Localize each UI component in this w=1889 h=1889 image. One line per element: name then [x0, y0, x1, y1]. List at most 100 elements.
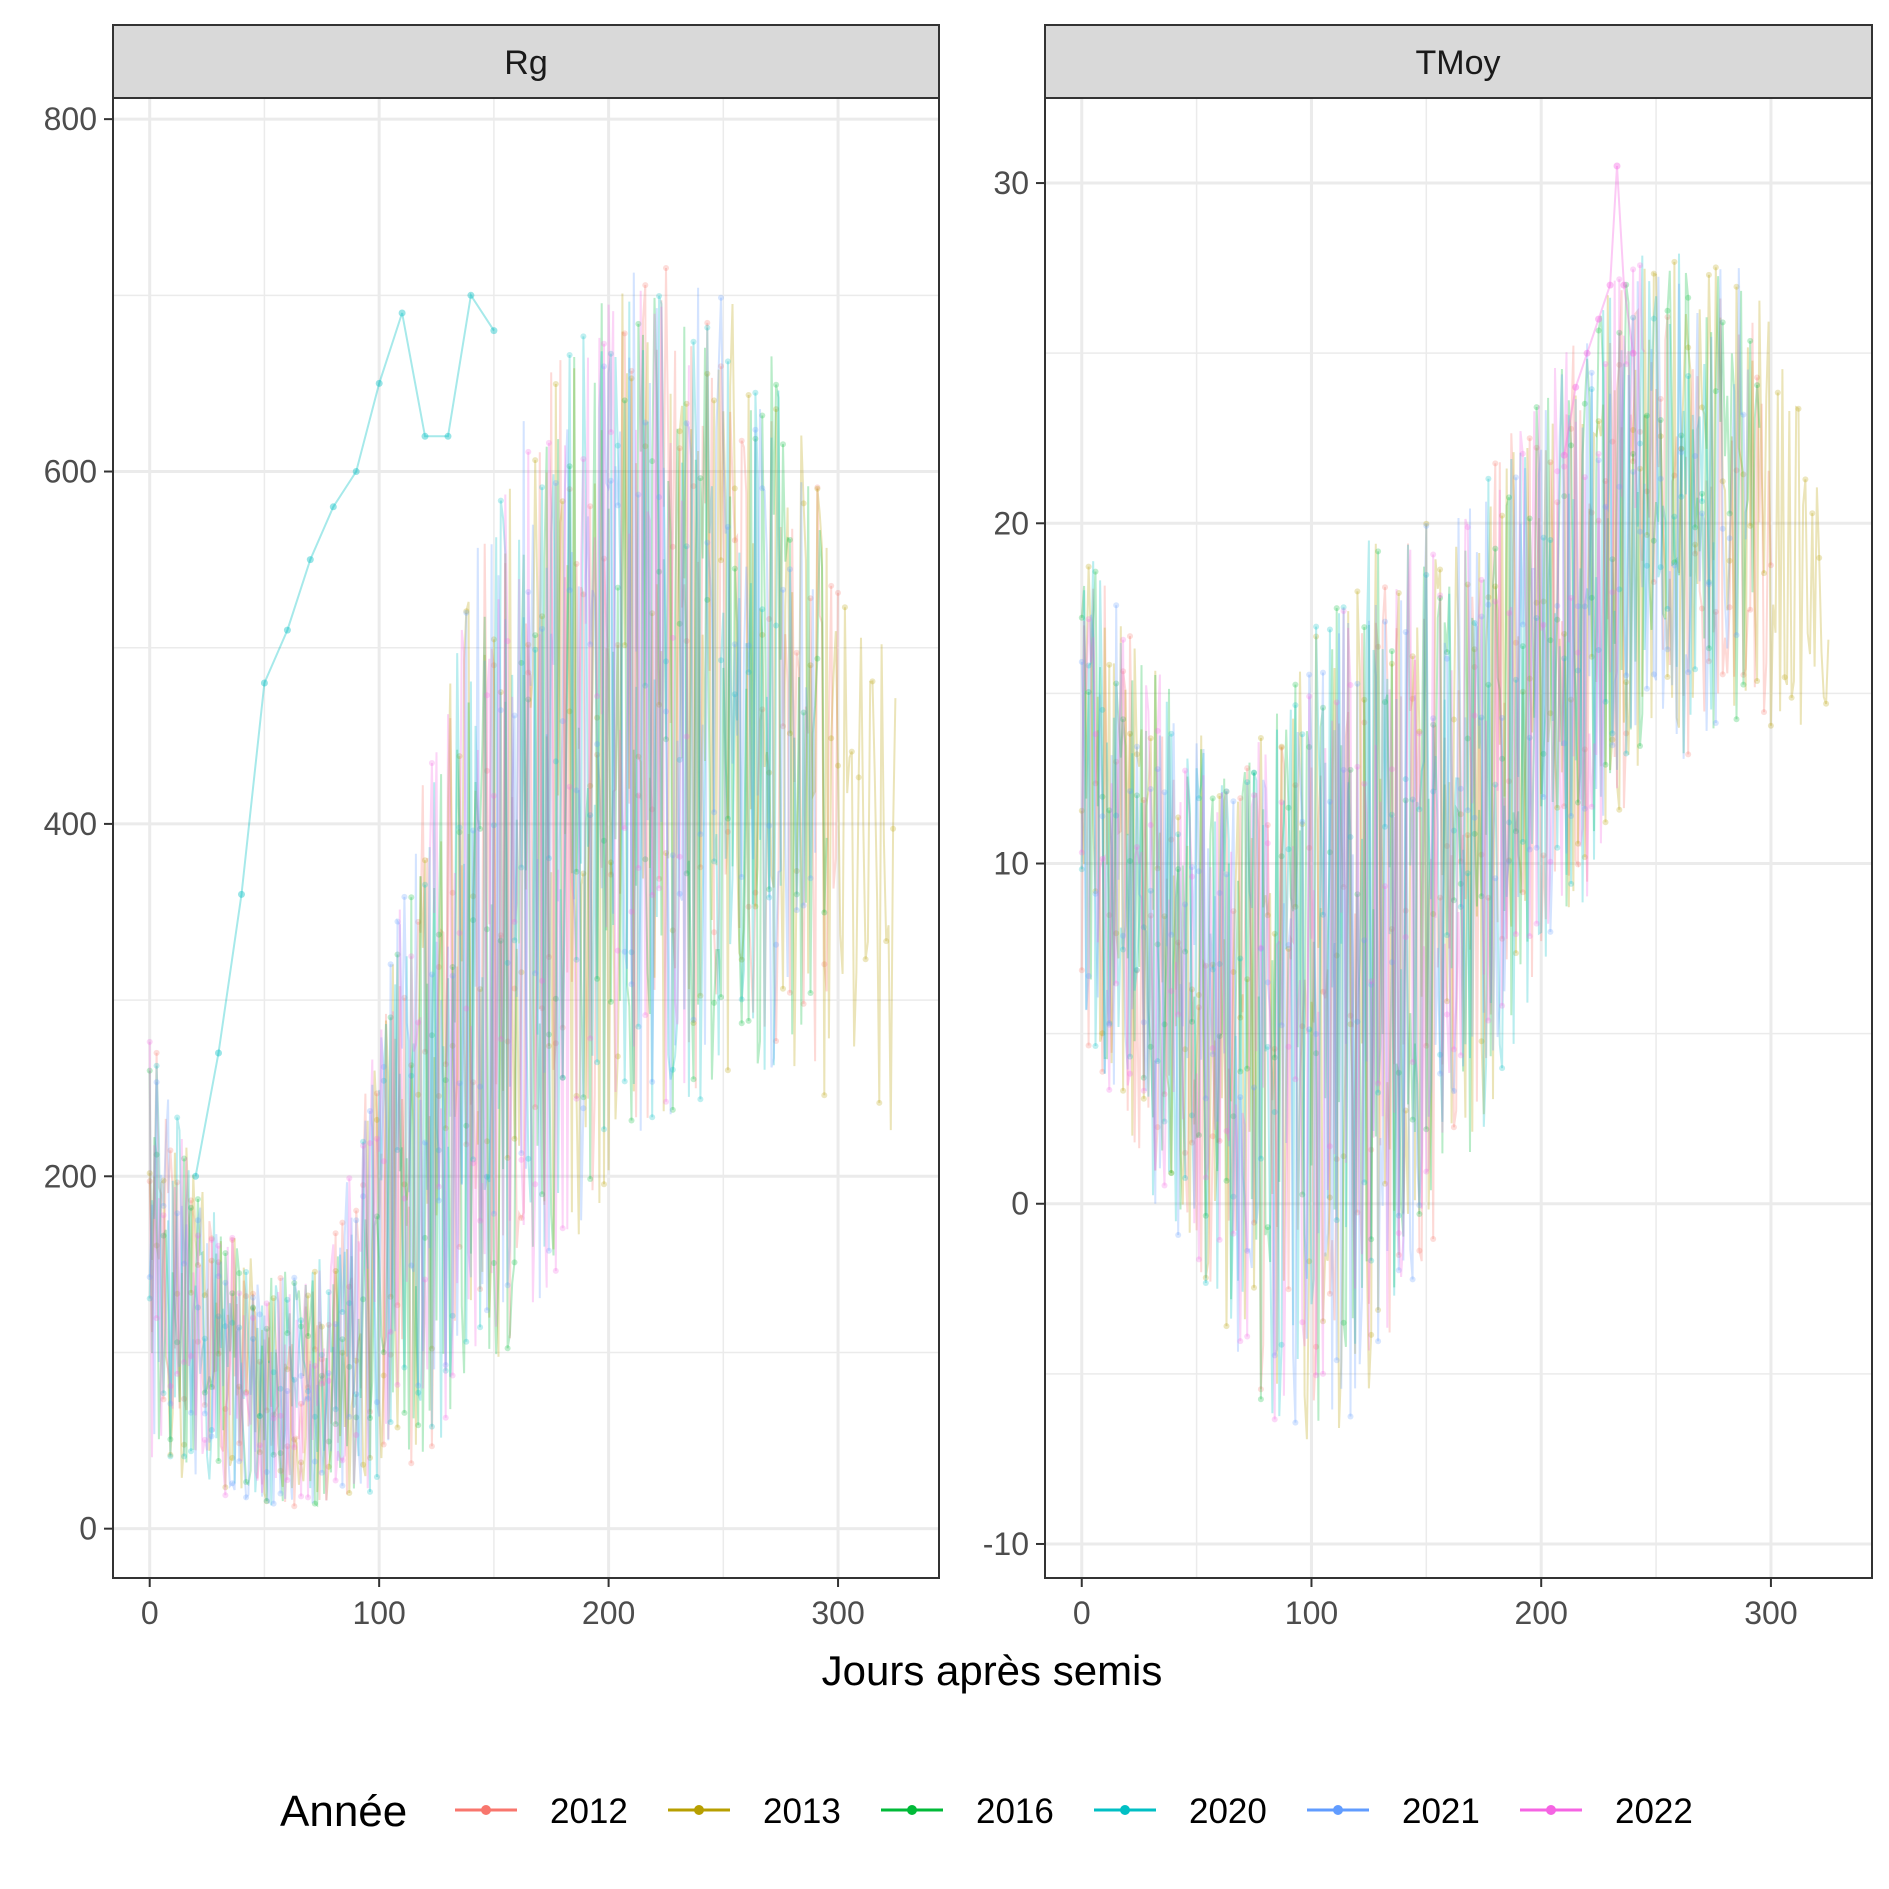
data-point-2020: [1575, 667, 1581, 674]
data-point-2021: [208, 1433, 215, 1440]
data-point-2016: [497, 937, 504, 944]
data-point-2020: [153, 1062, 160, 1069]
data-point-2016: [559, 1074, 566, 1081]
data-point-2016: [291, 1280, 298, 1286]
data-point-2021: [1506, 858, 1512, 865]
data-point-2012: [1099, 1068, 1106, 1075]
x-tick-label: 200: [1515, 1595, 1568, 1631]
data-point-2021: [1347, 1413, 1354, 1420]
data-point-2013: [1595, 418, 1602, 425]
data-point-2022: [270, 1415, 277, 1422]
data-point-2020: [1195, 795, 1202, 802]
data-point-2016: [780, 441, 786, 448]
data-point-2022: [559, 1225, 566, 1232]
data-point-2020: [587, 812, 594, 819]
data-point-2012: [1437, 894, 1444, 901]
data-point-2021: [1416, 1202, 1423, 1209]
data-point-2022: [621, 825, 628, 832]
data-point-2012: [1416, 1247, 1423, 1254]
data-point-2013: [566, 708, 573, 715]
data-point-2021: [532, 970, 539, 977]
x-tick-label: 100: [352, 1595, 405, 1631]
data-point-2012: [291, 1503, 298, 1510]
data-point-2021: [552, 480, 559, 486]
data-point-2022: [305, 1494, 311, 1501]
data-point-2020: [277, 1385, 284, 1392]
data-point-2020: [477, 1324, 484, 1331]
data-point-2022: [1616, 276, 1623, 283]
data-point-2021: [1637, 528, 1643, 535]
data-point-2016: [428, 1032, 435, 1039]
data-point-2012: [1602, 478, 1609, 484]
data-point-2012: [814, 484, 821, 491]
data-point-2021: [793, 907, 800, 914]
data-point-2016: [146, 1067, 153, 1074]
data-point-2013: [1781, 674, 1788, 681]
data-point-2012: [1140, 797, 1147, 803]
data-point-2012: [1154, 1124, 1161, 1131]
data-point-2016: [490, 1260, 497, 1266]
data-point-2013: [1492, 583, 1499, 590]
data-point-2016: [1161, 1021, 1168, 1028]
data-point-2021: [373, 1399, 380, 1406]
data-point-2016: [1251, 769, 1257, 776]
data-point-2020: [1595, 647, 1602, 653]
data-point-2022: [373, 1135, 380, 1142]
data-point-2016: [669, 1106, 676, 1113]
series-2022: [1078, 262, 1646, 1423]
data-point-2021: [353, 1217, 360, 1224]
data-point-2020: [284, 1296, 291, 1303]
data-point-2021: [724, 523, 731, 530]
data-point-2020: [1209, 966, 1216, 973]
data-point-2012: [1368, 1146, 1375, 1153]
data-point-2022: [525, 448, 532, 455]
data-point-2021: [1437, 1070, 1444, 1077]
series-line-2021: [148, 272, 817, 1504]
data-point-2020: [1692, 666, 1699, 673]
data-point-2020: [683, 543, 690, 550]
data-point-2020: [649, 1114, 656, 1121]
data-point-2016: [773, 381, 780, 388]
data-point-2016: [697, 475, 704, 482]
data-point-2016: [298, 1323, 305, 1330]
data-point-2020: [1299, 731, 1306, 738]
data-point-2012: [1237, 795, 1244, 802]
data-point-2020: [1230, 1193, 1237, 1200]
data-point-2020: [1326, 626, 1333, 633]
data-point-2021: [1664, 646, 1671, 653]
data-point-2012: [1402, 907, 1409, 914]
data-point-2016: [821, 909, 828, 916]
data-point-2013: [1747, 522, 1754, 529]
data-point-2016: [1430, 721, 1437, 728]
data-point-2020: [1699, 498, 1705, 505]
data-point-2022: [1595, 450, 1602, 457]
data-point-2022: [587, 1035, 594, 1042]
data-point-2020: [415, 1389, 422, 1396]
data-point-2016: [1595, 327, 1602, 334]
data-point-2012: [490, 662, 497, 669]
panel-rg-strip: [112, 24, 940, 99]
data-point-2016: [360, 1296, 367, 1303]
data-point-2020: [243, 1269, 250, 1275]
data-point-2022: [1602, 361, 1609, 367]
data-point-2013: [724, 1067, 731, 1074]
y-tick-label: 600: [44, 454, 97, 490]
data-point-2020: [1643, 562, 1650, 569]
data-point-2022: [539, 977, 546, 984]
data-point-2022: [1340, 608, 1347, 614]
data-point-2013: [456, 753, 463, 760]
data-point-2022: [1251, 792, 1257, 799]
data-point-2020: [525, 1155, 532, 1162]
data-point-2022: [1533, 920, 1540, 927]
data-point-2013: [1802, 476, 1809, 483]
panel-tmoy-strip: [1044, 24, 1873, 99]
series-line-2013: [1080, 261, 1830, 1440]
data-point-2012: [1409, 695, 1416, 702]
data-point-2013: [1195, 992, 1202, 998]
data-point-2012: [373, 1090, 380, 1097]
data-point-2020: [435, 1147, 442, 1154]
data-point-2013: [1733, 283, 1740, 290]
data-point-2016: [243, 1479, 250, 1485]
data-point-2016: [1182, 948, 1189, 955]
data-point-2022: [263, 1300, 270, 1307]
